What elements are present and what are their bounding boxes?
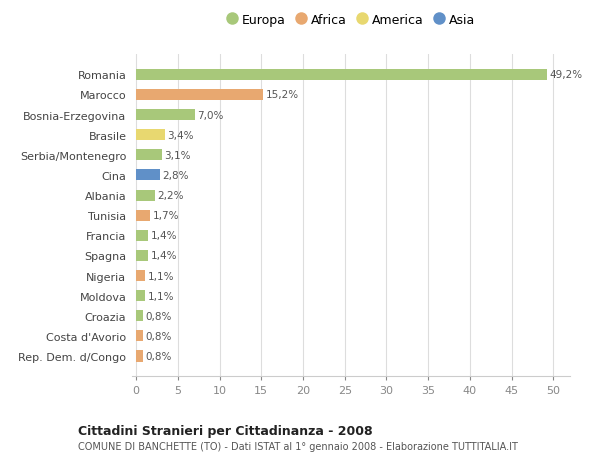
Bar xyxy=(136,90,263,101)
Text: 0,8%: 0,8% xyxy=(145,351,172,361)
Text: 3,1%: 3,1% xyxy=(164,151,191,161)
Text: 7,0%: 7,0% xyxy=(197,110,223,120)
Text: 1,1%: 1,1% xyxy=(148,291,175,301)
Bar xyxy=(136,70,547,81)
Bar xyxy=(136,250,148,262)
Text: 1,1%: 1,1% xyxy=(148,271,175,281)
Bar xyxy=(136,150,162,161)
Bar xyxy=(136,311,143,322)
Bar xyxy=(136,130,164,141)
Bar xyxy=(136,210,151,221)
Text: 1,4%: 1,4% xyxy=(151,251,177,261)
Text: 1,7%: 1,7% xyxy=(153,211,179,221)
Text: 0,8%: 0,8% xyxy=(145,311,172,321)
Text: 2,2%: 2,2% xyxy=(157,190,184,201)
Text: 49,2%: 49,2% xyxy=(549,70,582,80)
Text: 1,4%: 1,4% xyxy=(151,231,177,241)
Bar xyxy=(136,170,160,181)
Bar xyxy=(136,230,148,241)
Bar xyxy=(136,291,145,302)
Text: 15,2%: 15,2% xyxy=(265,90,299,100)
Text: 2,8%: 2,8% xyxy=(162,171,188,180)
Bar xyxy=(136,270,145,281)
Text: 3,4%: 3,4% xyxy=(167,130,194,140)
Text: Cittadini Stranieri per Cittadinanza - 2008: Cittadini Stranieri per Cittadinanza - 2… xyxy=(78,424,373,437)
Bar xyxy=(136,190,155,201)
Bar xyxy=(136,110,194,121)
Bar xyxy=(136,351,143,362)
Text: COMUNE DI BANCHETTE (TO) - Dati ISTAT al 1° gennaio 2008 - Elaborazione TUTTITAL: COMUNE DI BANCHETTE (TO) - Dati ISTAT al… xyxy=(78,441,518,451)
Legend: Europa, Africa, America, Asia: Europa, Africa, America, Asia xyxy=(223,10,479,30)
Bar xyxy=(136,330,143,341)
Text: 0,8%: 0,8% xyxy=(145,331,172,341)
